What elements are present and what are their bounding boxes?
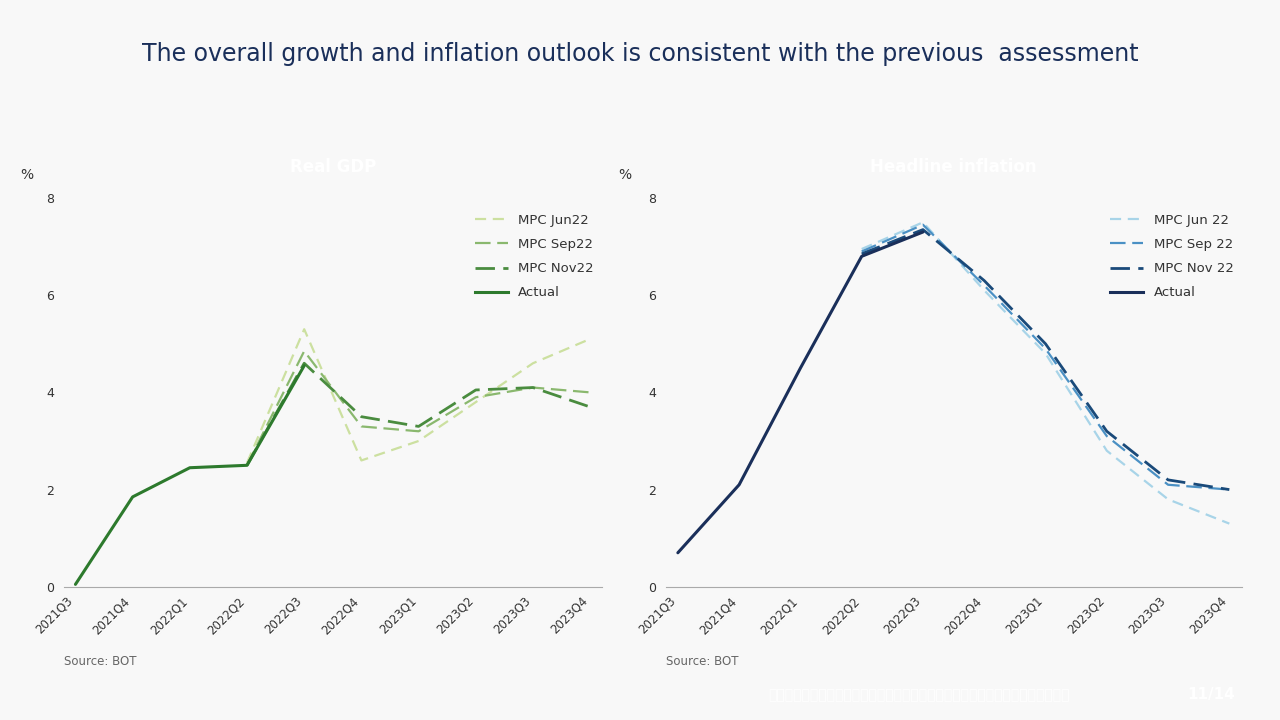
Text: %: % [618,168,632,182]
Text: Source: BOT: Source: BOT [666,655,739,668]
Text: %: % [19,168,33,182]
Text: 11/14: 11/14 [1188,688,1235,702]
Text: Real GDP: Real GDP [289,158,376,176]
Legend: MPC Jun22, MPC Sep22, MPC Nov22, Actual: MPC Jun22, MPC Sep22, MPC Nov22, Actual [470,208,599,305]
Legend: MPC Jun 22, MPC Sep 22, MPC Nov 22, Actual: MPC Jun 22, MPC Sep 22, MPC Nov 22, Actu… [1105,208,1239,305]
Text: The overall growth and inflation outlook is consistent with the previous  assess: The overall growth and inflation outlook… [142,42,1138,66]
Text: พัฒนาระบบนิเวศการเงินไทยอย่างยั่งยืน: พัฒนาระบบนิเวศการเงินไทยอย่างยั่งยืน [768,688,1070,702]
Text: Source: BOT: Source: BOT [64,655,137,668]
Text: Headline inflation: Headline inflation [870,158,1037,176]
